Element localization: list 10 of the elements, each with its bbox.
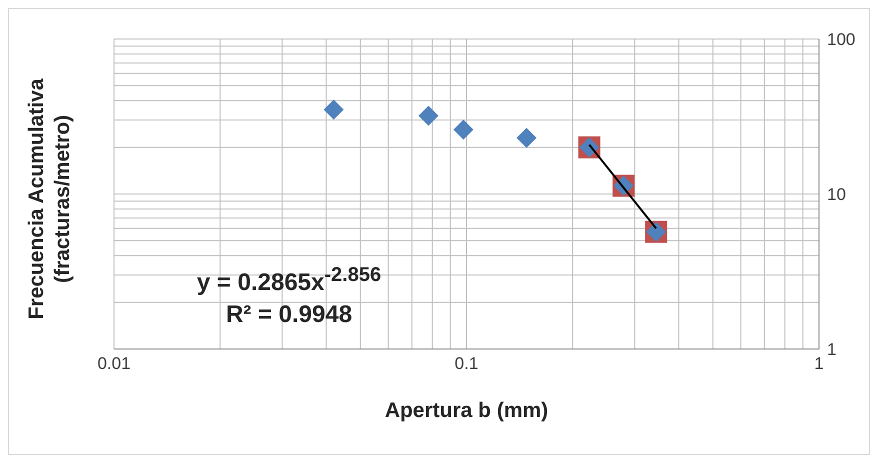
x-tick-label: 0.1 xyxy=(454,354,478,374)
y-tick-label: 100 xyxy=(827,30,856,50)
y-tick-label: 1 xyxy=(827,340,836,360)
x-tick-label: 1 xyxy=(814,354,824,374)
annotation: y = 0.2865x$^{-2.856}$ xyxy=(196,263,382,298)
y-axis-title: Frecuencia Acumulativa (fracturas/metro) xyxy=(24,78,75,322)
x-tick-label: 0.01 xyxy=(97,354,131,374)
x-axis-title: Apertura b (mm) xyxy=(384,399,548,422)
annotation: R² = 0.9948 xyxy=(224,300,354,330)
y-tick-label: 10 xyxy=(827,185,846,204)
